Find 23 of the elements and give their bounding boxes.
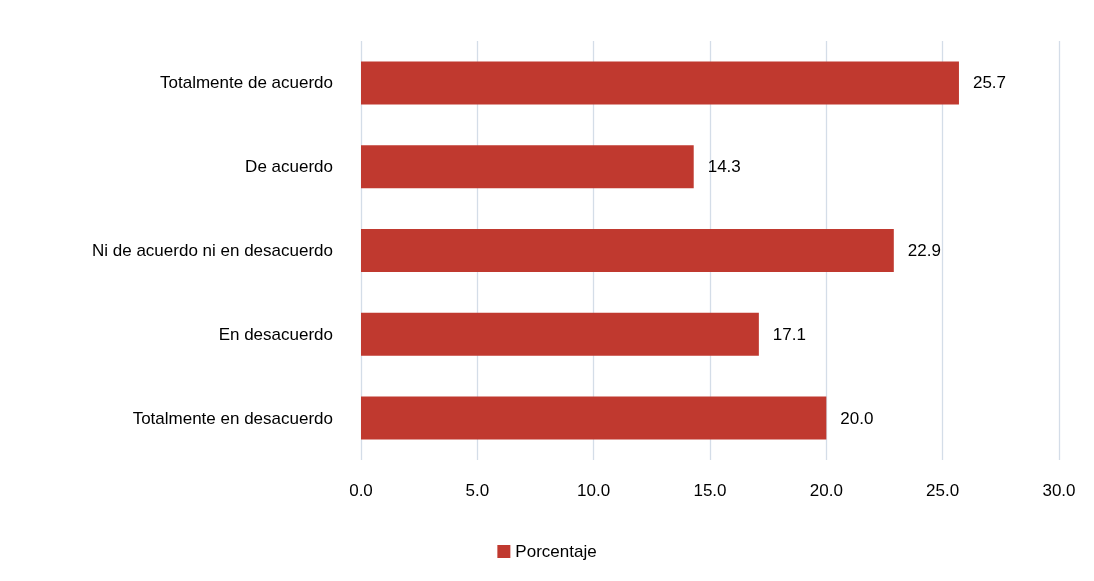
data-label: 14.3 (707, 157, 741, 177)
x-tick-label: 10.0 (577, 481, 611, 500)
y-tick-label: Ni de acuerdo ni en desacuerdo (92, 241, 333, 260)
y-tick-label: Totalmente en desacuerdo (132, 408, 333, 428)
x-tick-label: 15.0 (693, 481, 727, 500)
bar (361, 61, 959, 105)
bar (361, 312, 759, 356)
bar (361, 145, 694, 189)
data-label: 25.7 (972, 73, 1007, 93)
legend-label: Porcentaje (515, 542, 597, 561)
y-tick-label: Totalmente de acuerdo (160, 73, 333, 93)
bar (361, 396, 827, 440)
x-tick-label: 20.0 (809, 481, 843, 500)
data-label: 17.1 (772, 324, 806, 344)
y-tick-label: De acuerdo (245, 157, 333, 177)
bar (361, 229, 894, 272)
x-tick-label: 30.0 (1042, 481, 1076, 500)
data-label: 22.9 (907, 241, 941, 260)
x-tick-label: 25.0 (926, 481, 960, 500)
y-tick-label: En desacuerdo (218, 324, 333, 344)
x-tick-label: 5.0 (465, 481, 490, 500)
x-tick-label: 0.0 (349, 481, 373, 500)
data-label: 20.0 (840, 408, 874, 428)
